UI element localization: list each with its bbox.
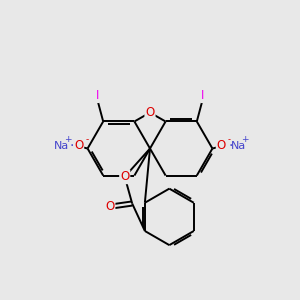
- Text: +: +: [64, 135, 72, 144]
- Text: -: -: [228, 135, 231, 144]
- Text: -: -: [85, 135, 88, 144]
- Text: ·: ·: [69, 139, 74, 152]
- Text: O: O: [120, 170, 129, 183]
- Text: ·: ·: [228, 139, 233, 152]
- Text: O: O: [217, 139, 226, 152]
- Text: I: I: [201, 89, 204, 102]
- Text: +: +: [242, 135, 249, 144]
- Text: O: O: [146, 106, 154, 119]
- Text: O: O: [105, 200, 115, 213]
- Text: Na: Na: [54, 140, 69, 151]
- Text: O: O: [74, 139, 83, 152]
- Text: I: I: [96, 89, 99, 102]
- Text: Na: Na: [231, 140, 246, 151]
